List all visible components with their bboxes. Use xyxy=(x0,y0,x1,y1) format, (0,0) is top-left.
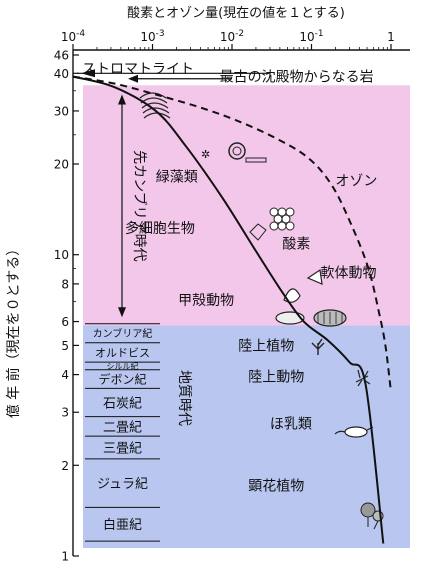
period-label: シルル紀 xyxy=(107,361,139,371)
period-label: 三畳紀 xyxy=(103,441,142,456)
ozone-series-line xyxy=(72,75,392,393)
precambrian-label: 先カンブリア時代 xyxy=(131,150,148,262)
period-label: デボン紀 xyxy=(98,372,146,387)
annotation-label: 甲殻動物 xyxy=(178,293,234,309)
mollusc-illustration xyxy=(283,268,323,303)
annotation-label: 多細胞生物 xyxy=(125,220,195,237)
y-tick-label: 2 xyxy=(61,459,69,473)
stromatolite-illustration xyxy=(139,92,171,119)
x-tick-label: 10-3 xyxy=(140,29,164,44)
x-tick-label: 10-1 xyxy=(299,29,323,44)
y-tick-label: 10 xyxy=(54,248,69,262)
x-tick-label: 1 xyxy=(387,30,395,44)
annotation-label: ストロマトライト xyxy=(82,61,194,77)
y-tick-label: 8 xyxy=(61,277,69,291)
multicellular-illustration xyxy=(249,207,295,241)
y-tick-label: 3 xyxy=(61,406,69,420)
annotation-label: 軟体動物 xyxy=(321,266,377,282)
period-label: オルドビス xyxy=(95,347,150,360)
y-axis-label: 億 年 前（現在を０とする） xyxy=(5,242,22,418)
y-tick-label: 1 xyxy=(61,550,69,564)
y-tick-label: 5 xyxy=(61,339,69,353)
annotation-label: 酸素 xyxy=(282,236,310,252)
y-tick-label: 20 xyxy=(54,157,69,171)
chart-title: 酸素とオゾン量(現在の値を１とする) xyxy=(127,5,345,21)
green-algae-illustration: ✲ xyxy=(201,142,267,163)
annotation-label: 陸上植物 xyxy=(238,339,294,355)
annotation-label: オゾン xyxy=(335,173,377,189)
y-tick-label: 6 xyxy=(61,315,69,329)
y-tick-label: 4 xyxy=(61,368,69,382)
period-label: 石炭紀 xyxy=(103,396,142,411)
annotation-label: 最古の沈殿物からなる岩 xyxy=(220,70,374,86)
y-tick-label: 30 xyxy=(54,104,69,118)
series-group xyxy=(72,75,392,544)
organism-illustrations: ✲ xyxy=(139,92,384,530)
axes: 10-4 10-3 10-2 10-1 1 46 40 30 20 10 8 6 5 4 3 2 1 億 年 前（… xyxy=(5,29,410,564)
precambrian-arrow-head-top xyxy=(118,94,126,105)
x-tick-label: 10-4 xyxy=(61,29,86,44)
period-label: ジュラ紀 xyxy=(97,477,148,492)
annotation-label: 陸上動物 xyxy=(248,369,304,385)
y-tick-label: 46 xyxy=(54,49,69,63)
land-animal-illustration xyxy=(355,369,371,387)
period-label: カンブリア紀 xyxy=(93,327,153,340)
oxygen-series-line xyxy=(72,75,385,544)
period-label: 二畳紀 xyxy=(103,420,142,435)
crustacean-illustration xyxy=(275,309,347,327)
annotation-label: 緑藻類 xyxy=(156,169,198,185)
stromatolite-arrowhead xyxy=(81,69,95,78)
land-plant-illustration xyxy=(311,338,325,355)
y-tick-label: 40 xyxy=(54,67,69,81)
svg-text:✲: ✲ xyxy=(201,148,210,161)
annotation-label: ほ乳類 xyxy=(270,416,312,432)
x-tick-label: 10-2 xyxy=(220,29,244,44)
oldest-rock-arrowhead xyxy=(128,74,138,83)
geologic-era-label: 地質時代 xyxy=(176,370,192,426)
annotation-label: 顕花植物 xyxy=(248,478,304,494)
precambrian-arrow-head-bottom xyxy=(118,307,126,318)
period-label: 白亜紀 xyxy=(103,517,142,533)
